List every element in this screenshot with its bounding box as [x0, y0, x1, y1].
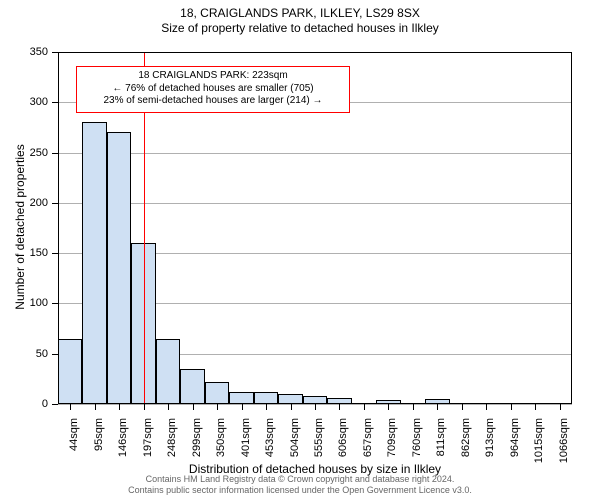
tick-x [339, 404, 340, 410]
title-line2: Size of property relative to detached ho… [0, 21, 600, 36]
tick-x [388, 404, 389, 410]
tick-x [462, 404, 463, 410]
tick-x [168, 404, 169, 410]
chart-titles: 18, CRAIGLANDS PARK, ILKLEY, LS29 8SX Si… [0, 0, 600, 36]
tick-x-label: 95sqm [93, 418, 105, 451]
tick-x-label: 146sqm [117, 418, 129, 457]
annotation-line1: 18 CRAIGLANDS PARK: 223sqm [83, 70, 343, 83]
tick-x-label: 248sqm [166, 418, 178, 457]
tick-x-label: 709sqm [386, 418, 398, 457]
tick-x-label: 44sqm [68, 418, 80, 451]
tick-x [266, 404, 267, 410]
bar [82, 122, 106, 404]
tick-x-label: 555sqm [313, 418, 325, 457]
tick-x-label: 350sqm [215, 418, 227, 457]
tick-x-label: 606sqm [337, 418, 349, 457]
tick-x [95, 404, 96, 410]
tick-x [364, 404, 365, 410]
tick-x [70, 404, 71, 410]
spine-bottom [58, 403, 572, 404]
tick-x-label: 299sqm [191, 418, 203, 457]
tick-x [511, 404, 512, 410]
annotation-line2: ← 76% of detached houses are smaller (70… [83, 83, 343, 96]
tick-x [486, 404, 487, 410]
bar [107, 132, 131, 404]
tick-x-label: 862sqm [460, 418, 472, 457]
tick-x-label: 401sqm [240, 418, 252, 457]
tick-x [315, 404, 316, 410]
tick-x-label: 760sqm [411, 418, 423, 457]
tick-x [242, 404, 243, 410]
plot-area: 05010015020025030035044sqm95sqm146sqm197… [58, 52, 572, 404]
gridline-h [58, 153, 572, 154]
spine-left [58, 52, 59, 404]
tick-x [291, 404, 292, 410]
y-axis-label: Number of detached properties [13, 57, 27, 397]
bar [205, 382, 229, 404]
tick-x [193, 404, 194, 410]
tick-x-label: 453sqm [264, 418, 276, 457]
tick-x [119, 404, 120, 410]
annotation-line3: 23% of semi-detached houses are larger (… [83, 95, 343, 108]
bar [180, 369, 204, 404]
tick-x-label: 1066sqm [558, 418, 570, 463]
gridline-h [58, 203, 572, 204]
footer: Contains HM Land Registry data © Crown c… [0, 474, 600, 497]
tick-x [437, 404, 438, 410]
tick-x [560, 404, 561, 410]
tick-x-label: 1015sqm [533, 418, 545, 463]
chart-root: 18, CRAIGLANDS PARK, ILKLEY, LS29 8SX Si… [0, 0, 600, 500]
bar [156, 339, 180, 404]
tick-x-label: 964sqm [509, 418, 521, 457]
spine-right [571, 52, 572, 404]
tick-y [52, 404, 58, 405]
tick-x-label: 197sqm [142, 418, 154, 457]
tick-x-label: 811sqm [435, 418, 447, 456]
tick-x [144, 404, 145, 410]
title-line1: 18, CRAIGLANDS PARK, ILKLEY, LS29 8SX [0, 6, 600, 21]
footer-line1: Contains HM Land Registry data © Crown c… [0, 474, 600, 485]
tick-y-label: 0 [18, 398, 48, 410]
tick-x [413, 404, 414, 410]
tick-x [535, 404, 536, 410]
spine-top [58, 52, 572, 53]
bar [58, 339, 82, 404]
tick-x-label: 657sqm [362, 418, 374, 457]
tick-x-label: 913sqm [484, 418, 496, 457]
tick-x-label: 504sqm [289, 418, 301, 457]
footer-line2: Contains public sector information licen… [0, 485, 600, 496]
tick-x [217, 404, 218, 410]
annotation-box: 18 CRAIGLANDS PARK: 223sqm ← 76% of deta… [76, 66, 350, 113]
